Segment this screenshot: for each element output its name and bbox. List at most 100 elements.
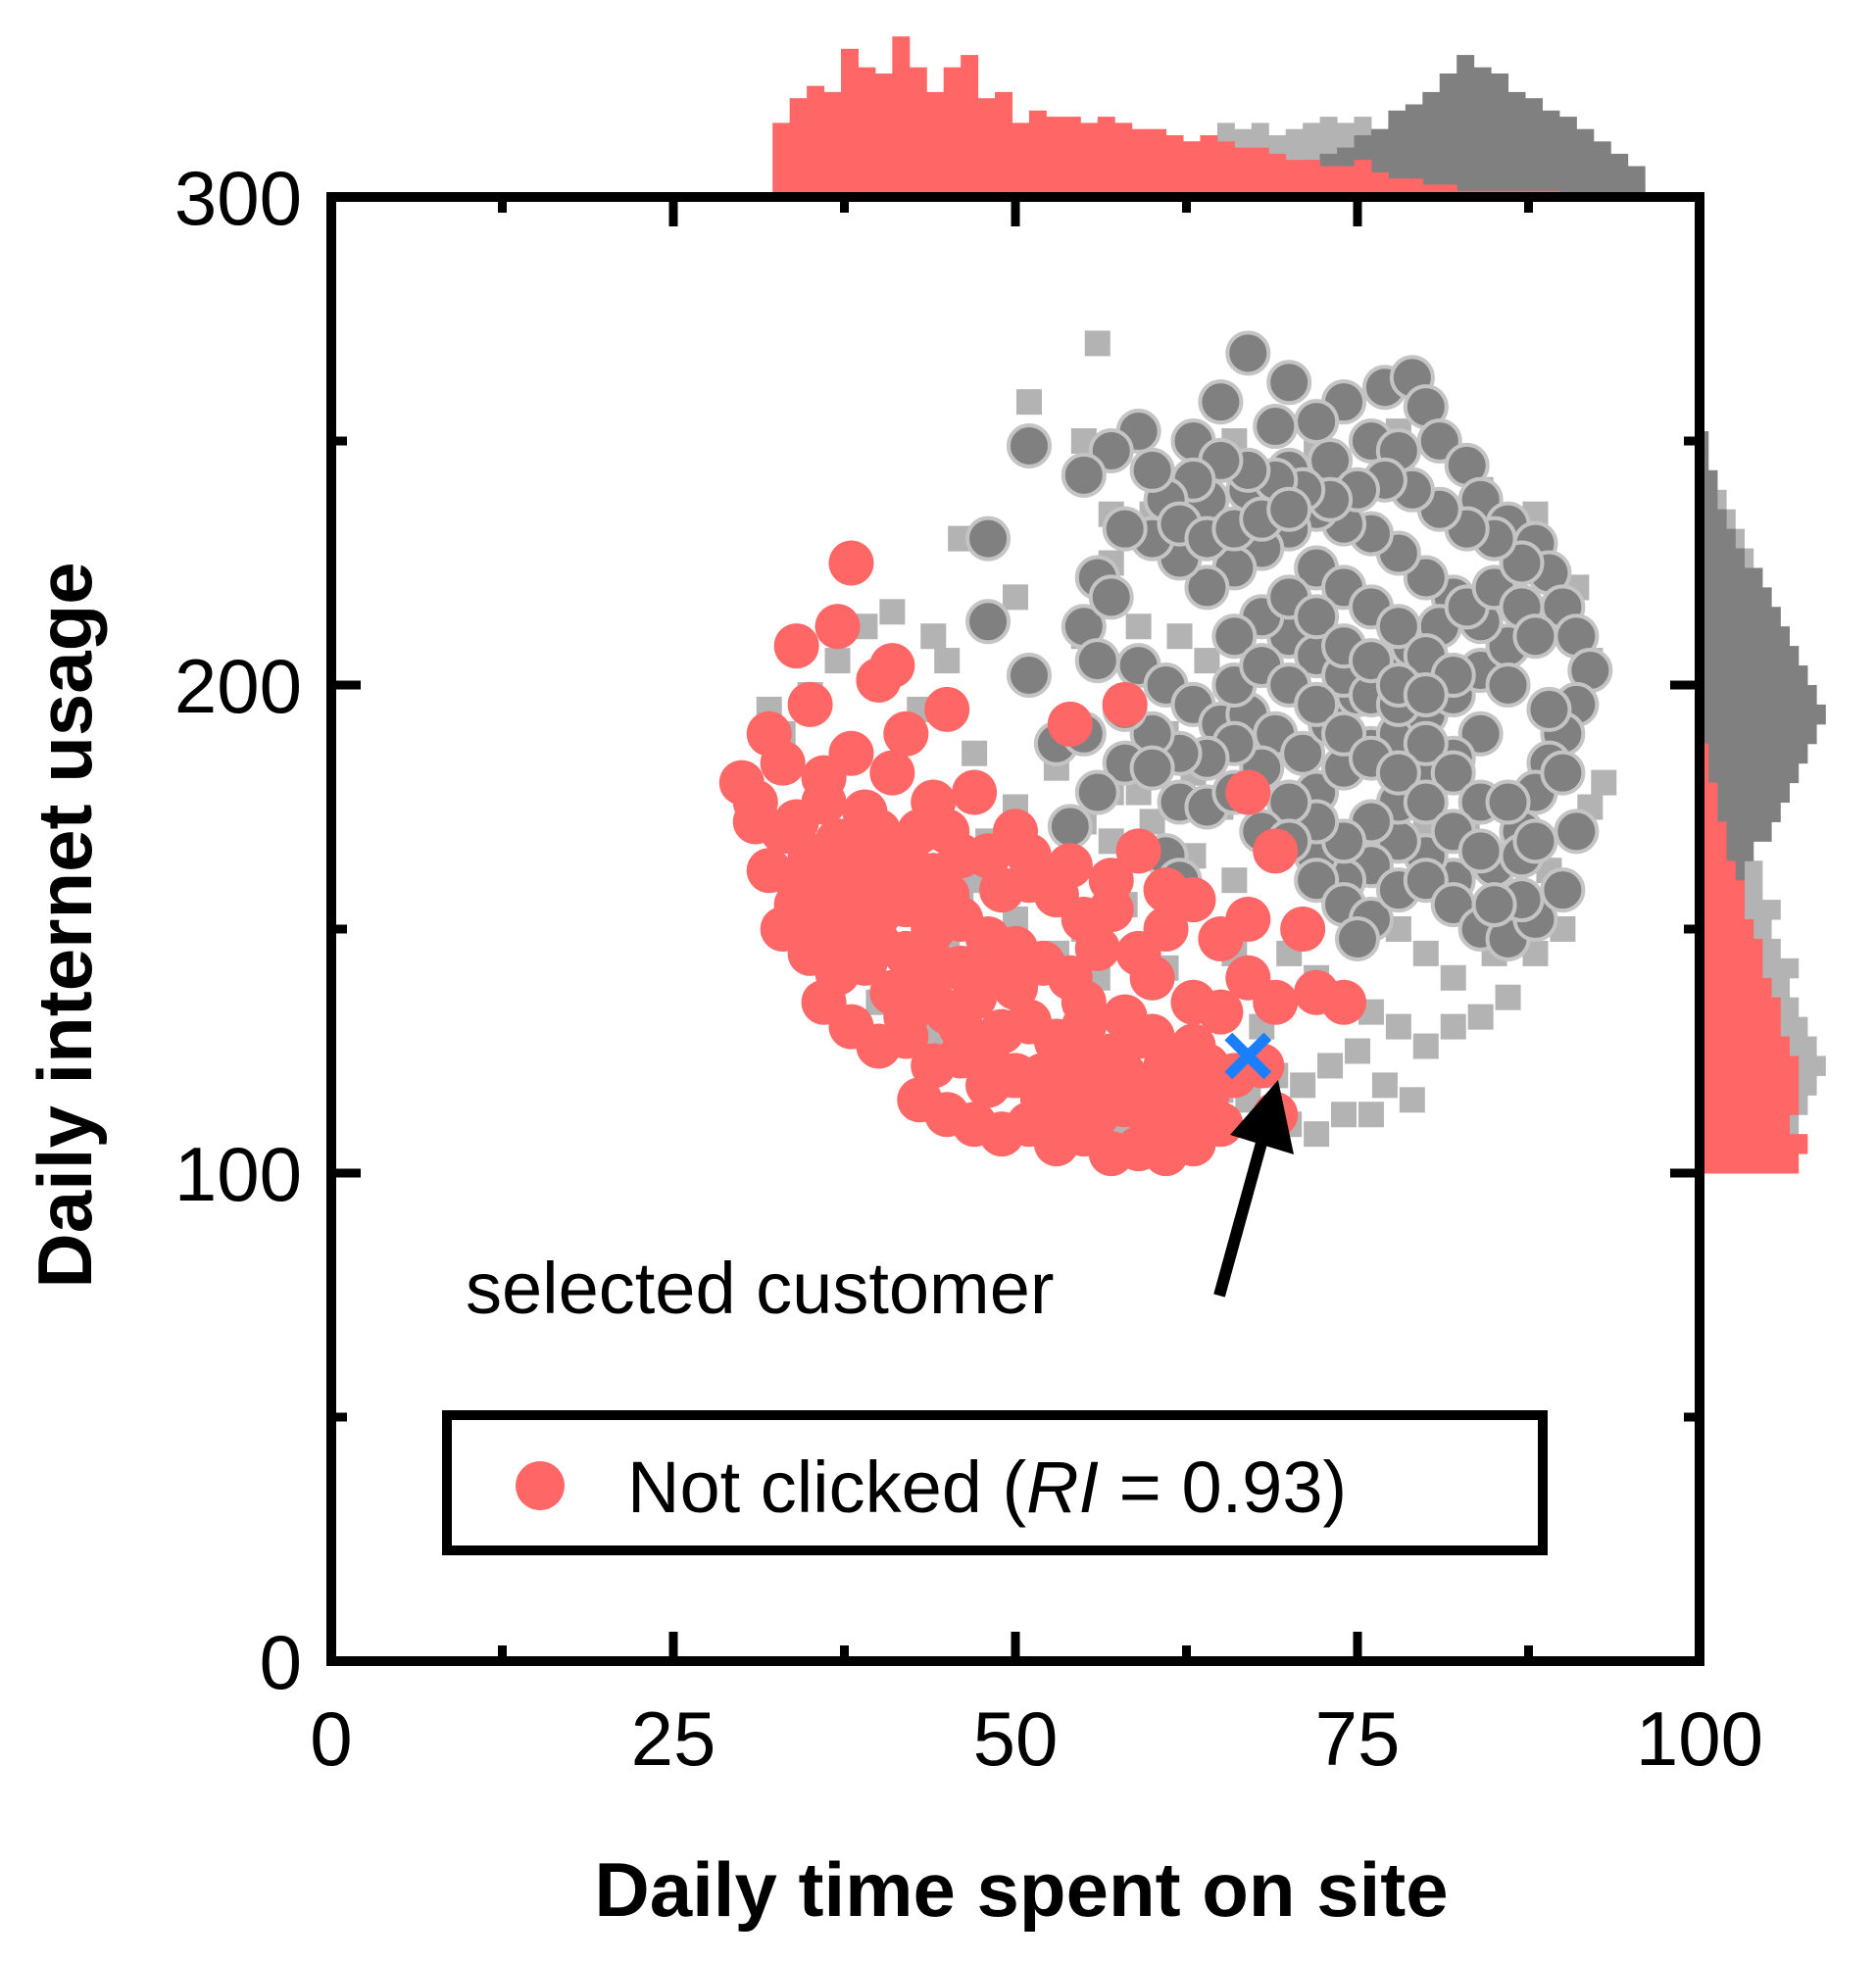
histogram-bar-top	[874, 74, 893, 197]
data-point-not-clicked	[773, 858, 819, 904]
clicked-series	[965, 330, 1613, 961]
histogram-bar-right	[1700, 685, 1817, 706]
histogram-bar-right	[1700, 626, 1790, 647]
data-point-not-clicked	[911, 940, 957, 986]
x-tick-label: 0	[310, 1695, 352, 1782]
selected-x-stroke	[1224, 1032, 1272, 1080]
data-point-not-clicked	[965, 955, 1012, 1001]
histogram-bar-right	[1700, 665, 1808, 686]
data-point-clicked	[1471, 882, 1517, 928]
data-point-square	[1591, 769, 1617, 796]
data-point-not-clicked	[1047, 701, 1093, 747]
top-histogram	[772, 36, 1646, 198]
histogram-bar-right	[1700, 1134, 1808, 1154]
data-point-clicked	[1485, 662, 1531, 708]
data-point-clicked	[1074, 769, 1120, 815]
data-point-not-clicked	[1184, 1043, 1230, 1089]
data-point-square	[1221, 867, 1248, 894]
histogram-bar-right	[1700, 782, 1790, 804]
data-point-clicked	[1006, 653, 1052, 699]
legend-marker-not-clicked	[516, 1461, 565, 1510]
data-point-clicked	[1047, 804, 1093, 850]
data-point-clicked	[1129, 447, 1175, 493]
histogram-bar-right	[1700, 938, 1763, 959]
data-point-clicked	[1102, 506, 1148, 552]
legend-text-before: Not clicked (	[627, 1447, 1026, 1528]
data-point-clicked	[1512, 613, 1558, 660]
axis-ticks: 0 25 50 75 100 0 100 200 300	[174, 155, 1763, 1782]
histogram-bar-right	[1700, 957, 1763, 979]
data-point-square	[1290, 1072, 1316, 1099]
data-point-square	[1467, 1004, 1494, 1030]
histogram-bar-top	[1319, 166, 1338, 197]
data-point-not-clicked	[1061, 979, 1107, 1025]
data-point-clicked	[1294, 594, 1340, 640]
histogram-bar-right	[1700, 762, 1800, 784]
data-point-square	[1166, 623, 1193, 650]
data-point-clicked	[1403, 720, 1449, 766]
histogram-bar-right	[1700, 1153, 1800, 1174]
annotation-arrow-head	[1230, 1080, 1294, 1154]
histogram-bar-top	[1234, 147, 1253, 197]
data-point-not-clicked	[1198, 1102, 1244, 1148]
histogram-bar-top	[1165, 135, 1184, 197]
y-tick-label: 300	[174, 155, 302, 241]
histogram-bar-top	[1183, 141, 1201, 197]
data-point-clicked	[1540, 867, 1586, 913]
data-point-clicked	[1554, 809, 1600, 855]
data-point-clicked	[965, 599, 1012, 645]
data-point-not-clicked	[1225, 769, 1271, 815]
data-point-not-clicked	[828, 540, 874, 586]
histogram-bar-right	[1700, 1114, 1790, 1135]
legend-entry-not-clicked: Not clicked (RI = 0.93)	[627, 1447, 1347, 1528]
histogram-bar-top	[1507, 91, 1526, 197]
histogram-bar-right	[1700, 548, 1745, 568]
histogram-bar-right	[1700, 587, 1772, 608]
data-point-clicked	[1335, 915, 1380, 961]
data-point-clicked	[1403, 779, 1449, 825]
histogram-bar-right	[1700, 1095, 1800, 1115]
histogram-bar-top	[858, 67, 876, 197]
histogram-bar-right	[1700, 821, 1727, 842]
histogram-bar-right	[1700, 880, 1745, 901]
histogram-bar-right	[1700, 977, 1772, 999]
data-point-not-clicked	[801, 779, 847, 825]
histogram-bar-top	[943, 67, 962, 197]
data-point-not-clicked	[965, 833, 1012, 879]
data-point-square	[1003, 584, 1028, 611]
legend-text-italic: RI	[1026, 1447, 1099, 1528]
data-point-clicked	[1512, 818, 1558, 864]
data-point-not-clicked	[1170, 979, 1216, 1025]
histogram-bar-top	[1388, 110, 1407, 197]
data-point-square	[1084, 330, 1111, 357]
histogram-bar-top	[1354, 160, 1372, 197]
annotation-text: selected customer	[466, 1248, 1055, 1329]
data-point-square	[879, 599, 906, 625]
annotation-selected-customer: selected customer	[466, 1080, 1294, 1329]
data-point-square	[1194, 648, 1220, 674]
data-point-clicked	[1375, 750, 1421, 796]
data-point-not-clicked	[760, 740, 806, 786]
data-point-square	[1399, 1087, 1425, 1113]
data-point-clicked	[1375, 604, 1421, 650]
data-point-square	[1125, 613, 1152, 640]
data-point-clicked	[1266, 486, 1312, 532]
histogram-bar-right	[1700, 567, 1763, 588]
data-point-square	[962, 740, 988, 766]
data-point-not-clicked	[1102, 681, 1148, 727]
data-point-clicked	[1526, 686, 1572, 732]
histogram-bar-top	[772, 123, 791, 197]
y-tick-label: 200	[174, 643, 302, 729]
histogram-bar-top	[1097, 117, 1115, 197]
histogram-bar-top	[926, 91, 945, 197]
data-point-square	[1015, 389, 1042, 416]
data-point-clicked	[1294, 681, 1340, 727]
histogram-bar-top	[1251, 147, 1269, 197]
x-axis-label: Daily time spent on site	[594, 1846, 1448, 1933]
histogram-bar-top	[1576, 128, 1595, 197]
not-clicked-series	[718, 540, 1367, 1177]
data-point-not-clicked	[869, 750, 915, 796]
data-point-clicked	[1225, 330, 1271, 376]
data-point-square	[1304, 1121, 1330, 1148]
